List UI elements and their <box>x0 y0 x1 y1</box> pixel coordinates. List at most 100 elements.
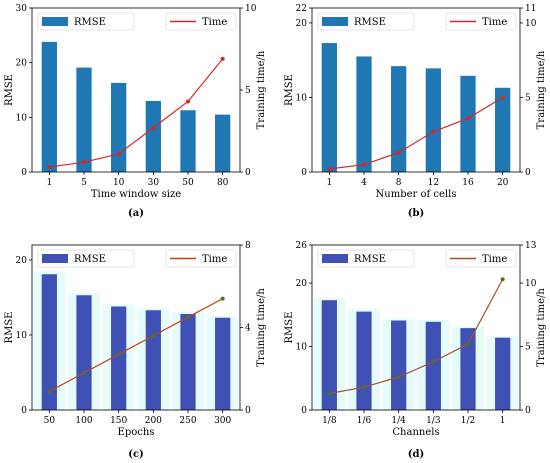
y-axis-label: RMSE <box>284 312 295 344</box>
y-tick-label: 20 <box>16 256 28 266</box>
legend-swatch-bar <box>42 17 68 26</box>
y-tick-label: 20 <box>296 19 308 29</box>
time-marker <box>396 375 401 379</box>
x-tick-label: 80 <box>217 178 229 188</box>
panel-caption: (c) <box>128 449 144 460</box>
time-marker <box>186 99 190 104</box>
rmse-bar <box>425 68 441 172</box>
y-tick-label: 10 <box>16 113 28 123</box>
rmse-bar <box>215 317 231 410</box>
y2-tick-label: 4 <box>245 324 251 334</box>
y2-tick-label: 10 <box>525 279 537 289</box>
x-tick-label: 1 <box>500 416 506 426</box>
time-marker <box>47 389 52 394</box>
rmse-bar <box>215 114 231 172</box>
x-tick-label: 1/3 <box>426 416 441 426</box>
legend-box <box>445 12 517 31</box>
x-tick-label: 250 <box>179 416 196 426</box>
legend-box <box>165 12 237 31</box>
x-tick-label: 50 <box>182 178 194 188</box>
rmse-bar <box>356 56 372 172</box>
x-tick-label: 16 <box>462 178 474 188</box>
time-marker <box>362 385 366 390</box>
rmse-bar <box>145 100 161 172</box>
legend-swatch-bar <box>322 254 348 263</box>
y2-axis-label: Training time/h <box>536 50 547 129</box>
time-marker <box>116 352 121 357</box>
legend-label-time: Time <box>482 254 507 265</box>
rmse-bar <box>391 66 407 172</box>
rmse-bar <box>111 82 127 172</box>
y-tick-label: 0 <box>21 406 27 416</box>
x-tick-label: 30 <box>148 178 160 188</box>
x-tick-label: 100 <box>75 416 92 426</box>
time-line <box>329 278 504 395</box>
y2-tick-label: 0 <box>245 168 251 178</box>
x-tick-label: 5 <box>81 178 87 188</box>
legend-label-time: Time <box>202 17 227 28</box>
legend-rmse: RMSE <box>37 249 135 268</box>
x-tick-label: 1/8 <box>322 416 337 426</box>
rmse-bar <box>460 75 476 172</box>
x-tick-label: 1/2 <box>461 416 475 426</box>
legend-time: Time <box>445 249 517 268</box>
y2-tick-label: 13 <box>525 241 537 251</box>
x-tick-label: 8 <box>396 178 402 188</box>
time-line <box>49 298 223 392</box>
legend-label-time: Time <box>202 254 227 265</box>
legend-rmse: RMSE <box>37 12 135 31</box>
x-axis-label: Epochs <box>118 427 155 438</box>
time-marker <box>500 277 505 282</box>
x-tick-label: 50 <box>44 416 56 426</box>
y-tick-label: 22 <box>296 4 307 14</box>
y2-tick-label: 10 <box>245 4 257 14</box>
y2-tick-label: 8 <box>245 241 251 251</box>
rmse-bar <box>495 337 511 410</box>
rmse-bar <box>425 321 441 410</box>
legend-label-rmse: RMSE <box>74 17 106 28</box>
y-tick-label: 10 <box>296 93 308 103</box>
time-line <box>329 96 503 170</box>
rmse-bar <box>356 311 372 410</box>
y-tick-label: 10 <box>296 343 308 353</box>
legend-rmse: RMSE <box>317 249 415 268</box>
x-tick-label: 12 <box>428 178 439 188</box>
legend-rmse: RMSE <box>317 12 415 31</box>
time-marker <box>431 129 436 134</box>
rmse-bar <box>321 43 337 172</box>
rmse-bar <box>76 295 92 410</box>
y-axis-label: RMSE <box>4 312 15 344</box>
y2-axis-label: Training time/h <box>256 288 267 367</box>
rmse-bar <box>321 300 337 410</box>
rmse-bar <box>111 306 127 410</box>
x-tick-label: 10 <box>113 178 125 188</box>
y-tick-label: 10 <box>16 331 28 341</box>
time-marker <box>151 333 156 338</box>
rmse-bar <box>180 110 196 172</box>
rmse-bar <box>41 274 57 410</box>
x-tick-label: 200 <box>145 416 162 426</box>
time-marker <box>327 167 332 172</box>
plot-frame <box>311 7 521 173</box>
panel-caption: (a) <box>128 208 144 219</box>
legend-label-rmse: RMSE <box>354 17 386 28</box>
time-marker <box>82 370 86 375</box>
x-tick-label: 1 <box>46 178 52 188</box>
y2-tick-label: 11 <box>525 4 536 14</box>
y-axis-label: RMSE <box>4 74 15 106</box>
legend-label-rmse: RMSE <box>74 254 106 265</box>
legend-swatch-bar <box>42 254 68 263</box>
time-line <box>49 58 224 168</box>
rmse-bar <box>76 67 92 172</box>
time-marker <box>362 162 366 167</box>
legend-time: Time <box>165 249 237 268</box>
x-tick-label: 150 <box>110 416 127 426</box>
x-tick-label: 1/4 <box>391 416 406 426</box>
time-marker <box>82 160 86 165</box>
x-tick-label: 1 <box>326 178 332 188</box>
rmse-bar <box>460 328 476 410</box>
x-tick-label: 1/6 <box>357 416 372 426</box>
legend-swatch-bar <box>322 17 348 26</box>
